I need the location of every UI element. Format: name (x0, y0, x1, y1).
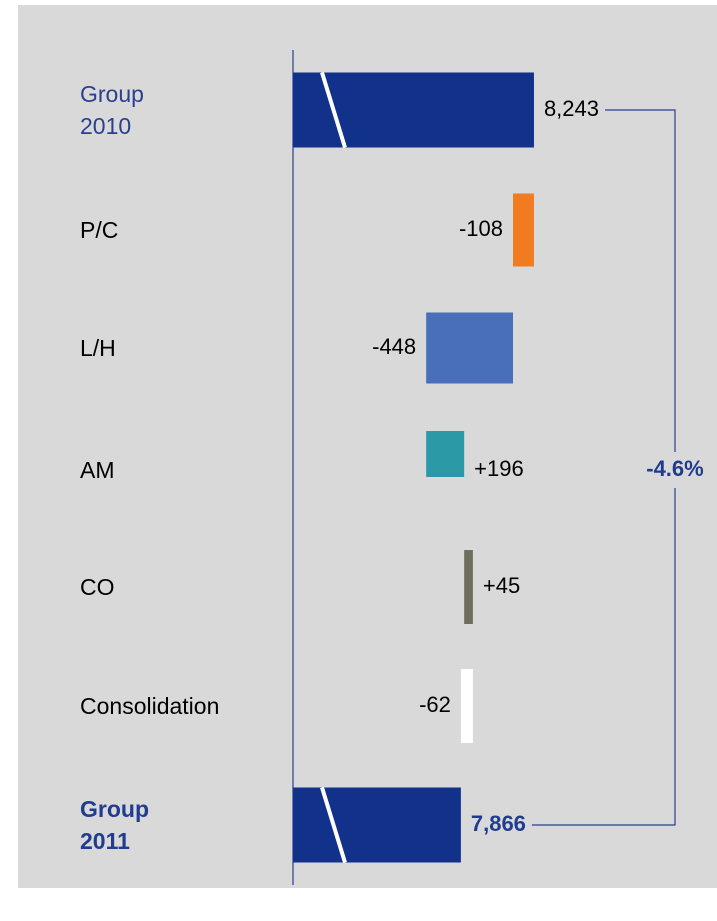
category-label: P/C (80, 217, 119, 243)
value-label: -108 (459, 216, 503, 241)
axis-break (320, 786, 347, 864)
value-label: 8,243 (544, 96, 599, 121)
axis-break (320, 71, 347, 149)
bar (293, 787, 461, 863)
bar (513, 193, 534, 267)
category-label: Group 2010 (80, 81, 144, 139)
bar (460, 669, 473, 743)
annotation-bg (633, 452, 717, 488)
category-label: CO (80, 574, 115, 600)
panel (18, 5, 717, 888)
category-label: Consolidation (80, 693, 220, 719)
value-label: -448 (372, 334, 416, 359)
category-label: L/H (80, 335, 116, 361)
value-label: 7,866 (471, 811, 526, 836)
value-label: +196 (474, 456, 524, 481)
bar (464, 550, 473, 624)
value-label: +45 (483, 573, 520, 598)
category-label: AM (80, 457, 115, 483)
bar (426, 312, 514, 384)
value-label: -62 (419, 692, 451, 717)
bar (426, 431, 465, 477)
bar (293, 72, 534, 148)
annotation: -4.6% (646, 456, 703, 481)
category-label: Group 2011 (80, 796, 149, 854)
